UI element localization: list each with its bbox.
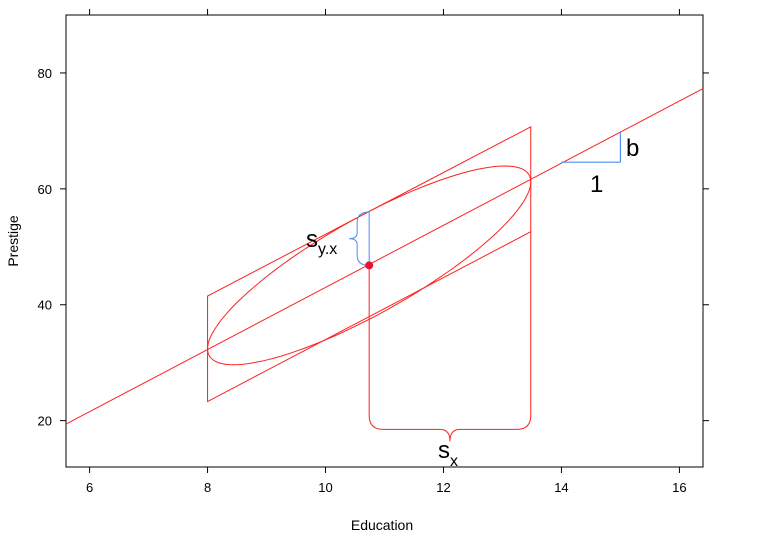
x-tick-label: 14 [554,480,568,495]
sx-subscript: x [450,453,458,470]
syx-main: s [306,226,318,253]
y-tick-label: 20 [38,414,52,429]
y-axis-title: Prestige [5,215,21,267]
slope-rise-label: b [626,135,639,162]
syx-brace [349,211,370,266]
plot-frame [65,14,704,468]
axes: 6 8 10 12 14 16 20 40 60 80 [38,9,709,495]
x-tick-label: 10 [318,480,332,495]
y-tick-label: 80 [38,66,52,81]
data-ellipse [207,165,532,366]
x-tick-label: 8 [204,480,211,495]
x-tick-label: 12 [436,480,450,495]
y-tick-label: 60 [38,182,52,197]
syx-subscript: y.x [318,241,337,258]
x-tick-label: 16 [672,480,686,495]
sx-main: s [438,437,450,464]
mean-point [365,261,374,270]
sx-label: sx [438,437,458,470]
chart-marks [65,88,704,442]
regression-line [65,88,704,425]
syx-label: sy.x [306,226,337,258]
slope-run-label: 1 [590,171,603,198]
sx-brace [368,415,532,442]
x-axis-title: Education [351,517,413,533]
y-tick-label: 40 [38,298,52,313]
x-tick-label: 6 [86,480,93,495]
